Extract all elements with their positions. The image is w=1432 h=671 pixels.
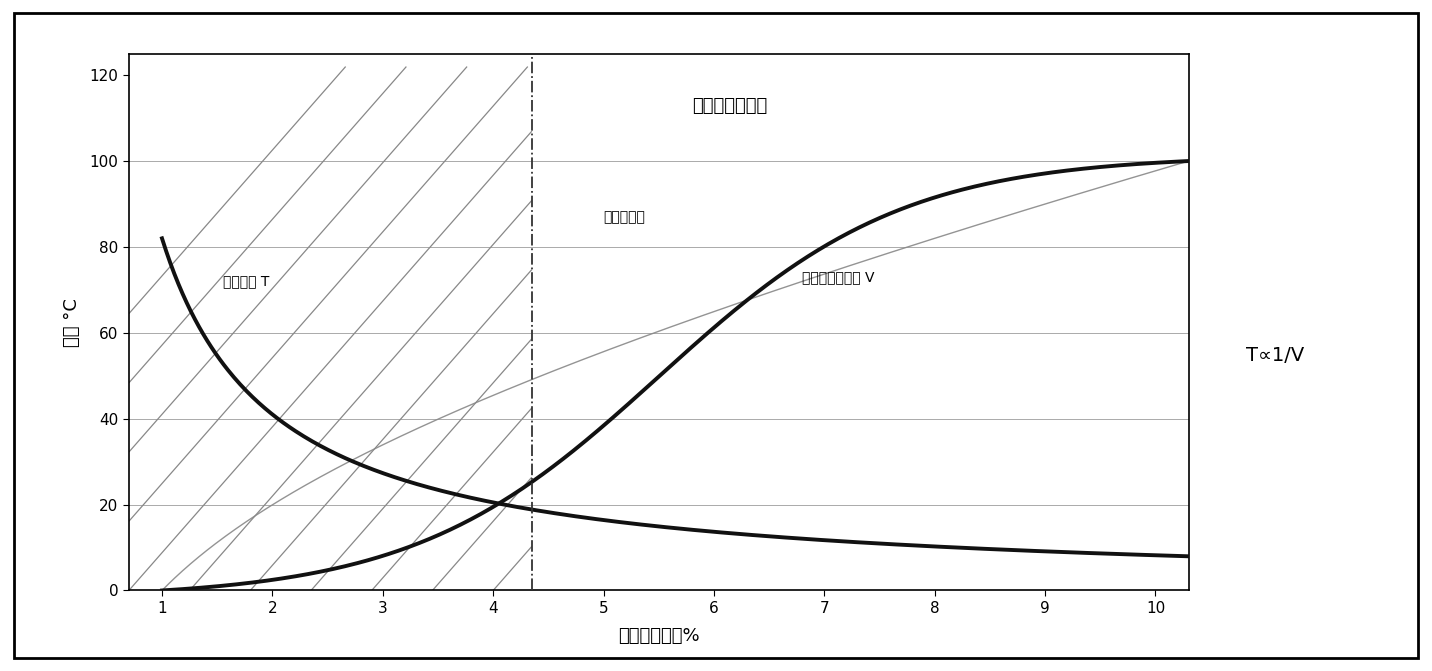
Text: 加热炉炉温: 加热炉炉温	[603, 210, 646, 224]
Y-axis label: 温度 °C: 温度 °C	[63, 298, 82, 346]
Text: T∝1/V: T∝1/V	[1246, 346, 1305, 365]
Text: 空气、煤气流量 V: 空气、煤气流量 V	[802, 270, 875, 285]
X-axis label: 燃烧气体流量%: 燃烧气体流量%	[617, 627, 700, 645]
Text: 蜡热式烧嘴特性: 蜡热式烧嘴特性	[692, 97, 768, 115]
Text: 废气温度 T: 废气温度 T	[223, 274, 269, 289]
